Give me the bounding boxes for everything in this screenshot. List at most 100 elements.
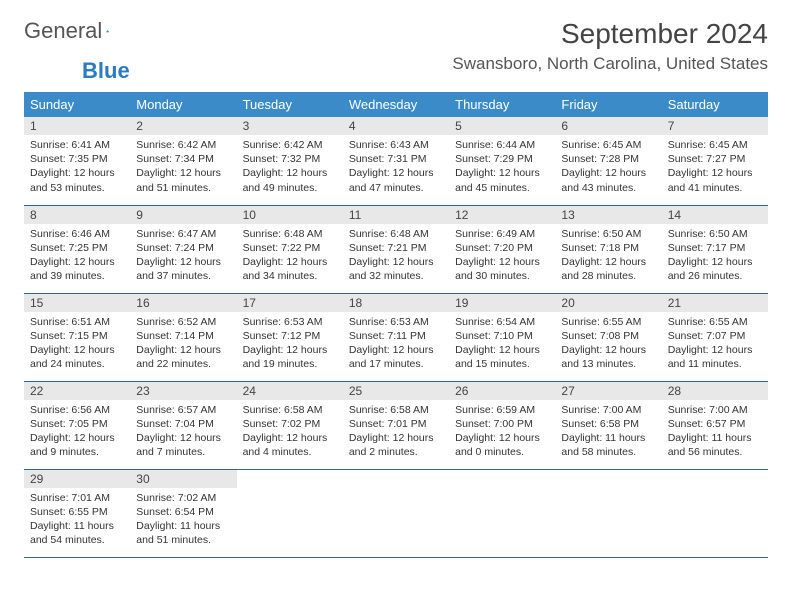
day-body: Sunrise: 6:54 AMSunset: 7:10 PMDaylight:… [449, 312, 555, 376]
day-cell: 12Sunrise: 6:49 AMSunset: 7:20 PMDayligh… [449, 205, 555, 293]
calendar-row: 8Sunrise: 6:46 AMSunset: 7:25 PMDaylight… [24, 205, 768, 293]
day-number: 7 [662, 117, 768, 135]
day-body: Sunrise: 6:41 AMSunset: 7:35 PMDaylight:… [24, 135, 130, 199]
day-cell: 4Sunrise: 6:43 AMSunset: 7:31 PMDaylight… [343, 117, 449, 205]
calendar-row: 29Sunrise: 7:01 AMSunset: 6:55 PMDayligh… [24, 469, 768, 557]
day-number: 22 [24, 382, 130, 400]
day-number: 24 [237, 382, 343, 400]
day-number: 8 [24, 206, 130, 224]
weekday-header-row: Sunday Monday Tuesday Wednesday Thursday… [24, 92, 768, 117]
brand-part1: General [24, 18, 102, 44]
calendar-table: Sunday Monday Tuesday Wednesday Thursday… [24, 92, 768, 558]
day-body: Sunrise: 6:43 AMSunset: 7:31 PMDaylight:… [343, 135, 449, 199]
day-number: 11 [343, 206, 449, 224]
day-cell: 17Sunrise: 6:53 AMSunset: 7:12 PMDayligh… [237, 293, 343, 381]
day-number: 14 [662, 206, 768, 224]
empty-cell [343, 469, 449, 557]
calendar-body: 1Sunrise: 6:41 AMSunset: 7:35 PMDaylight… [24, 117, 768, 557]
empty-cell [449, 469, 555, 557]
day-body: Sunrise: 6:53 AMSunset: 7:12 PMDaylight:… [237, 312, 343, 376]
day-number: 17 [237, 294, 343, 312]
day-cell: 13Sunrise: 6:50 AMSunset: 7:18 PMDayligh… [555, 205, 661, 293]
calendar-row: 22Sunrise: 6:56 AMSunset: 7:05 PMDayligh… [24, 381, 768, 469]
day-cell: 27Sunrise: 7:00 AMSunset: 6:58 PMDayligh… [555, 381, 661, 469]
day-cell: 29Sunrise: 7:01 AMSunset: 6:55 PMDayligh… [24, 469, 130, 557]
weekday-header: Friday [555, 92, 661, 117]
day-number: 16 [130, 294, 236, 312]
day-cell: 18Sunrise: 6:53 AMSunset: 7:11 PMDayligh… [343, 293, 449, 381]
day-body: Sunrise: 6:48 AMSunset: 7:21 PMDaylight:… [343, 224, 449, 288]
weekday-header: Thursday [449, 92, 555, 117]
day-cell: 8Sunrise: 6:46 AMSunset: 7:25 PMDaylight… [24, 205, 130, 293]
day-cell: 10Sunrise: 6:48 AMSunset: 7:22 PMDayligh… [237, 205, 343, 293]
day-number: 29 [24, 470, 130, 488]
calendar-row: 1Sunrise: 6:41 AMSunset: 7:35 PMDaylight… [24, 117, 768, 205]
day-body: Sunrise: 6:45 AMSunset: 7:28 PMDaylight:… [555, 135, 661, 199]
day-number: 21 [662, 294, 768, 312]
day-cell: 21Sunrise: 6:55 AMSunset: 7:07 PMDayligh… [662, 293, 768, 381]
day-cell: 15Sunrise: 6:51 AMSunset: 7:15 PMDayligh… [24, 293, 130, 381]
day-number: 5 [449, 117, 555, 135]
brand-logo: General [24, 18, 130, 44]
day-number: 15 [24, 294, 130, 312]
day-body: Sunrise: 7:01 AMSunset: 6:55 PMDaylight:… [24, 488, 130, 552]
day-cell: 19Sunrise: 6:54 AMSunset: 7:10 PMDayligh… [449, 293, 555, 381]
brand-part2: Blue [82, 58, 130, 83]
weekday-header: Saturday [662, 92, 768, 117]
day-body: Sunrise: 6:42 AMSunset: 7:32 PMDaylight:… [237, 135, 343, 199]
day-number: 20 [555, 294, 661, 312]
day-cell: 2Sunrise: 6:42 AMSunset: 7:34 PMDaylight… [130, 117, 236, 205]
day-body: Sunrise: 6:46 AMSunset: 7:25 PMDaylight:… [24, 224, 130, 288]
weekday-header: Tuesday [237, 92, 343, 117]
weekday-header: Monday [130, 92, 236, 117]
day-cell: 6Sunrise: 6:45 AMSunset: 7:28 PMDaylight… [555, 117, 661, 205]
day-body: Sunrise: 6:55 AMSunset: 7:07 PMDaylight:… [662, 312, 768, 376]
day-number: 10 [237, 206, 343, 224]
day-number: 28 [662, 382, 768, 400]
day-body: Sunrise: 6:52 AMSunset: 7:14 PMDaylight:… [130, 312, 236, 376]
day-body: Sunrise: 6:51 AMSunset: 7:15 PMDaylight:… [24, 312, 130, 376]
day-body: Sunrise: 6:49 AMSunset: 7:20 PMDaylight:… [449, 224, 555, 288]
day-number: 30 [130, 470, 236, 488]
day-cell: 20Sunrise: 6:55 AMSunset: 7:08 PMDayligh… [555, 293, 661, 381]
day-cell: 30Sunrise: 7:02 AMSunset: 6:54 PMDayligh… [130, 469, 236, 557]
day-cell: 14Sunrise: 6:50 AMSunset: 7:17 PMDayligh… [662, 205, 768, 293]
day-body: Sunrise: 6:42 AMSunset: 7:34 PMDaylight:… [130, 135, 236, 199]
day-number: 13 [555, 206, 661, 224]
day-body: Sunrise: 6:45 AMSunset: 7:27 PMDaylight:… [662, 135, 768, 199]
day-cell: 16Sunrise: 6:52 AMSunset: 7:14 PMDayligh… [130, 293, 236, 381]
calendar-row: 15Sunrise: 6:51 AMSunset: 7:15 PMDayligh… [24, 293, 768, 381]
weekday-header: Sunday [24, 92, 130, 117]
day-cell: 3Sunrise: 6:42 AMSunset: 7:32 PMDaylight… [237, 117, 343, 205]
day-cell: 26Sunrise: 6:59 AMSunset: 7:00 PMDayligh… [449, 381, 555, 469]
day-body: Sunrise: 6:53 AMSunset: 7:11 PMDaylight:… [343, 312, 449, 376]
sail-icon [106, 23, 109, 39]
day-number: 23 [130, 382, 236, 400]
day-number: 2 [130, 117, 236, 135]
day-number: 18 [343, 294, 449, 312]
day-body: Sunrise: 6:59 AMSunset: 7:00 PMDaylight:… [449, 400, 555, 464]
day-number: 1 [24, 117, 130, 135]
day-number: 12 [449, 206, 555, 224]
day-body: Sunrise: 6:55 AMSunset: 7:08 PMDaylight:… [555, 312, 661, 376]
month-title: September 2024 [452, 18, 768, 50]
day-number: 4 [343, 117, 449, 135]
day-cell: 24Sunrise: 6:58 AMSunset: 7:02 PMDayligh… [237, 381, 343, 469]
day-cell: 25Sunrise: 6:58 AMSunset: 7:01 PMDayligh… [343, 381, 449, 469]
day-body: Sunrise: 6:47 AMSunset: 7:24 PMDaylight:… [130, 224, 236, 288]
empty-cell [237, 469, 343, 557]
day-number: 9 [130, 206, 236, 224]
empty-cell [555, 469, 661, 557]
day-cell: 23Sunrise: 6:57 AMSunset: 7:04 PMDayligh… [130, 381, 236, 469]
day-body: Sunrise: 6:44 AMSunset: 7:29 PMDaylight:… [449, 135, 555, 199]
day-body: Sunrise: 6:58 AMSunset: 7:01 PMDaylight:… [343, 400, 449, 464]
day-body: Sunrise: 6:48 AMSunset: 7:22 PMDaylight:… [237, 224, 343, 288]
day-cell: 28Sunrise: 7:00 AMSunset: 6:57 PMDayligh… [662, 381, 768, 469]
day-body: Sunrise: 6:58 AMSunset: 7:02 PMDaylight:… [237, 400, 343, 464]
day-cell: 11Sunrise: 6:48 AMSunset: 7:21 PMDayligh… [343, 205, 449, 293]
day-cell: 22Sunrise: 6:56 AMSunset: 7:05 PMDayligh… [24, 381, 130, 469]
day-cell: 1Sunrise: 6:41 AMSunset: 7:35 PMDaylight… [24, 117, 130, 205]
day-body: Sunrise: 7:02 AMSunset: 6:54 PMDaylight:… [130, 488, 236, 552]
day-number: 25 [343, 382, 449, 400]
day-number: 19 [449, 294, 555, 312]
